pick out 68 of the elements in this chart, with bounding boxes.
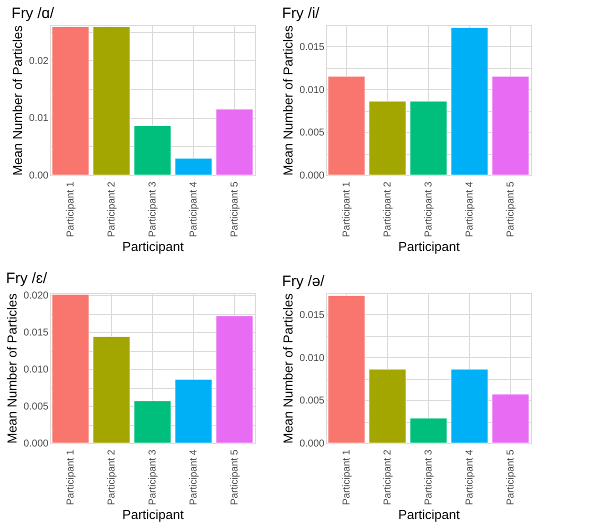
x-axis-title: Participant	[398, 507, 460, 522]
bar	[52, 26, 90, 176]
bar	[134, 126, 172, 176]
bar	[450, 27, 488, 176]
x-tick-label: Participant 3	[148, 181, 158, 238]
bar	[52, 294, 90, 444]
y-axis-title: Mean Number of Particles	[4, 292, 20, 444]
x-tick-label: Participant 1	[342, 181, 352, 238]
y-tick-label: 0.010	[299, 352, 325, 364]
y-axis-title: Mean Number of Particles	[280, 24, 296, 176]
x-axis-title: Participant	[122, 239, 184, 254]
x-tick-label: Participant 5	[230, 181, 240, 238]
y-tick-label: 0.02	[29, 56, 49, 67]
x-tick-label: Participant 3	[148, 449, 158, 506]
y-tick-label: 0.015	[299, 310, 325, 321]
y-tick-label: 0.00	[29, 170, 49, 182]
y-tick-label: 0.010	[23, 364, 49, 376]
y-axis-title: Mean Number of Particles	[10, 24, 26, 176]
x-tick-label: Participant 5	[230, 449, 240, 506]
chart-title: Fry /ɛ/	[6, 270, 48, 288]
y-tick-label: 0.020	[23, 290, 49, 302]
x-axis-title: Participant	[398, 239, 460, 254]
x-tick-label: Participant 4	[188, 449, 200, 506]
y-tick-label: 0.015	[299, 42, 325, 53]
x-tick-label: Participant 2	[382, 181, 394, 238]
bar	[492, 76, 530, 176]
bar	[410, 418, 448, 444]
x-tick-label: Participant 1	[66, 449, 76, 506]
bar	[174, 158, 212, 176]
x-tick-label: Participant 2	[106, 449, 118, 506]
y-tick-label: 0.01	[29, 113, 49, 124]
x-tick-label: Participant 5	[506, 181, 516, 238]
x-tick-label: Participant 3	[424, 181, 434, 238]
y-tick-label: 0.000	[299, 438, 325, 450]
y-tick-label: 0.000	[23, 438, 49, 450]
bar	[216, 316, 254, 444]
bar	[410, 101, 448, 176]
y-tick-label: 0.015	[23, 328, 49, 339]
x-tick-label: Participant 1	[342, 449, 352, 506]
y-tick-label: 0.000	[299, 170, 325, 182]
bar	[368, 101, 406, 176]
y-tick-label: 0.005	[299, 396, 325, 407]
x-tick-label: Participant 2	[382, 449, 394, 506]
chart-title: Fry /i/	[282, 4, 320, 22]
bar	[92, 26, 130, 176]
x-tick-label: Participant 2	[106, 181, 118, 238]
bar	[328, 295, 366, 444]
x-tick-label: Participant 4	[464, 449, 476, 506]
x-tick-label: Participant 4	[464, 181, 476, 238]
bar	[134, 400, 172, 444]
bar	[216, 108, 254, 176]
x-tick-label: Participant 1	[66, 181, 76, 238]
bar	[328, 76, 366, 176]
y-tick-label: 0.010	[299, 84, 325, 96]
chart-title: Fry /ɑ/	[12, 4, 55, 22]
bar	[92, 336, 130, 444]
x-tick-label: Participant 3	[424, 449, 434, 506]
x-tick-label: Participant 5	[506, 449, 516, 506]
bar	[174, 379, 212, 444]
bar	[450, 369, 488, 444]
chart-title: Fry /ə/	[282, 272, 326, 290]
x-tick-label: Participant 4	[188, 181, 200, 238]
bar	[492, 394, 530, 444]
y-axis-title: Mean Number of Particles	[280, 292, 296, 444]
x-axis-title: Participant	[122, 507, 184, 522]
y-tick-label: 0.005	[23, 402, 49, 413]
bar	[368, 369, 406, 444]
y-tick-label: 0.005	[299, 128, 325, 139]
